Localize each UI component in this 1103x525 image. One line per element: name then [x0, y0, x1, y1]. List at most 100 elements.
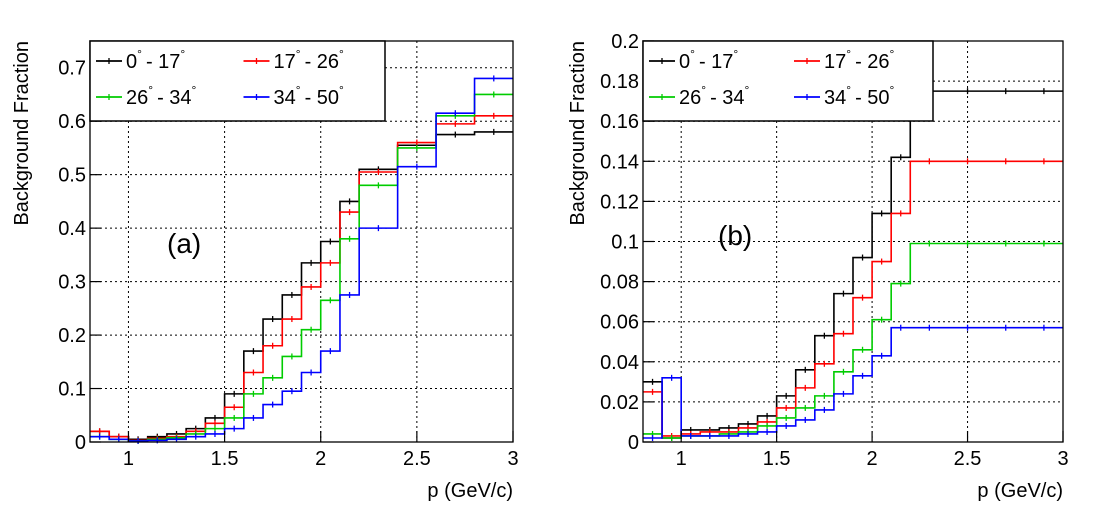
axes: 1 1.5 2 2.5 3 0 0.02 0.04 0.06 0.08 0.1 0.12 0.14 0.1… [600, 31, 1069, 470]
panel-label: (a) [167, 228, 201, 259]
degree-symbol: ° [745, 83, 750, 97]
x-tick-label: 1 [123, 448, 134, 470]
y-axis-label: Background Fraction [11, 41, 33, 226]
y-tick-label: 0.2 [611, 31, 639, 53]
y-tick-label: 0.1 [58, 379, 86, 401]
degree-symbol: ° [296, 47, 301, 61]
legend-label-end: - 34 [710, 87, 744, 109]
legend-entry: 34° - 50° [243, 83, 345, 109]
y-tick-label: 0.4 [58, 218, 86, 240]
degree-symbol: ° [846, 47, 851, 61]
degree-symbol: ° [890, 47, 895, 61]
y-tick-label: 0.3 [58, 272, 86, 294]
degree-symbol: ° [701, 83, 706, 97]
x-tick-label: 2.5 [403, 448, 431, 470]
legend-label: 0° - 17° [679, 47, 738, 73]
legend-label-end: - 34 [157, 87, 191, 109]
legend-label: 34° - 50° [824, 83, 895, 109]
legend-label-start: 26 [679, 87, 701, 109]
legend-label: 26° - 34° [126, 83, 197, 109]
y-tick-label: 0.08 [600, 272, 639, 294]
y-tick-label: 0.16 [600, 111, 639, 133]
y-tick-label: 0.18 [600, 71, 639, 93]
x-tick-label: 1 [676, 448, 687, 470]
legend-label-end: - 50 [855, 87, 889, 109]
axes: 1 1.5 2 2.5 3 0 0.1 0.2 0.3 0.4 0.5 0.6 0.7 [58, 58, 518, 470]
legend-label-end: - 50 [305, 87, 339, 109]
x-tick-label: 2.5 [954, 448, 982, 470]
y-tick-label: 0.14 [600, 151, 639, 173]
y-tick-label: 0.2 [58, 325, 86, 347]
degree-symbol: ° [690, 47, 695, 61]
legend-label-end: - 26 [855, 51, 889, 73]
x-tick-label: 3 [507, 448, 518, 470]
legend: 0° - 17° 17° - 26°26° - 34° 34° - 50° [642, 40, 934, 122]
y-tick-label: 0.12 [600, 191, 639, 213]
legend-label-start: 17 [274, 51, 296, 73]
y-tick-label: 0.7 [58, 58, 86, 80]
legend-entry: 0° - 17° [649, 47, 738, 73]
degree-symbol: ° [339, 47, 344, 61]
legend: 0° - 17° 17° - 26°26° - 34° 34° - 50° [89, 40, 386, 122]
series-0 [90, 128, 513, 443]
y-tick-label: 0 [628, 432, 639, 454]
degree-symbol: ° [296, 83, 301, 97]
series-line [643, 160, 1063, 437]
legend-label-start: 34 [274, 87, 296, 109]
y-tick-label: 0.6 [58, 111, 86, 133]
legend-label-start: 17 [824, 51, 846, 73]
series-3 [90, 75, 513, 444]
legend-label-start: 34 [824, 87, 846, 109]
degree-symbol: ° [137, 47, 142, 61]
x-tick-label: 1.5 [211, 448, 239, 470]
degree-symbol: ° [890, 83, 895, 97]
degree-symbol: ° [733, 47, 738, 61]
series-line [643, 326, 1063, 439]
legend-label: 0° - 17° [126, 47, 185, 73]
y-tick-label: 0.02 [600, 392, 639, 414]
legend-entry: 34° - 50° [794, 83, 895, 109]
x-tick-label: 3 [1057, 448, 1068, 470]
series-1 [643, 158, 1063, 439]
degree-symbol: ° [148, 83, 153, 97]
legend-label-end: - 17 [699, 51, 733, 73]
legend-label: 17° - 26° [274, 47, 345, 73]
x-tick-label: 2 [867, 448, 878, 470]
legend-box [642, 40, 934, 122]
legend-entry: 26° - 34° [649, 83, 750, 109]
legend-entry: 17° - 26° [794, 47, 895, 73]
degree-symbol: ° [180, 47, 185, 61]
series-line [90, 131, 513, 441]
legend-entry: 17° - 26° [243, 47, 345, 73]
legend-entry: 26° - 34° [96, 83, 197, 109]
legend-entry: 0° - 17° [96, 47, 185, 73]
x-axis-label: p (GeV/c) [977, 480, 1063, 502]
panel-label: (b) [718, 220, 752, 251]
series-line [90, 77, 513, 442]
degree-symbol: ° [846, 83, 851, 97]
degree-symbol: ° [192, 83, 197, 97]
y-tick-label: 0.06 [600, 312, 639, 334]
legend-label: 17° - 26° [824, 47, 895, 73]
degree-symbol: ° [339, 83, 344, 97]
y-tick-label: 0.5 [58, 165, 86, 187]
x-axis-label: p (GeV/c) [427, 480, 513, 502]
series-3 [643, 324, 1063, 441]
legend-box [89, 40, 386, 122]
panel-a: 1 1.5 2 2.5 3 0 0.1 0.2 0.3 0.4 0.5 0.6 0.7 p (GeV/c)… [11, 40, 519, 502]
legend-label-end: - 17 [146, 51, 180, 73]
legend-label-start: 0 [126, 51, 137, 73]
y-tick-label: 0.04 [600, 352, 639, 374]
legend-label-end: - 26 [305, 51, 339, 73]
x-tick-label: 2 [315, 448, 326, 470]
legend-label: 34° - 50° [274, 83, 345, 109]
y-tick-label: 0 [75, 432, 86, 454]
legend-label: 26° - 34° [679, 83, 750, 109]
panel-b: 1 1.5 2 2.5 3 0 0.02 0.04 0.06 0.08 0.1 0.12 0.14 0.1… [567, 31, 1069, 502]
legend-label-start: 0 [679, 51, 690, 73]
x-tick-label: 1.5 [763, 448, 791, 470]
y-axis-label: Background Fraction [567, 41, 589, 226]
y-tick-label: 0.1 [611, 232, 639, 254]
legend-label-start: 26 [126, 87, 148, 109]
